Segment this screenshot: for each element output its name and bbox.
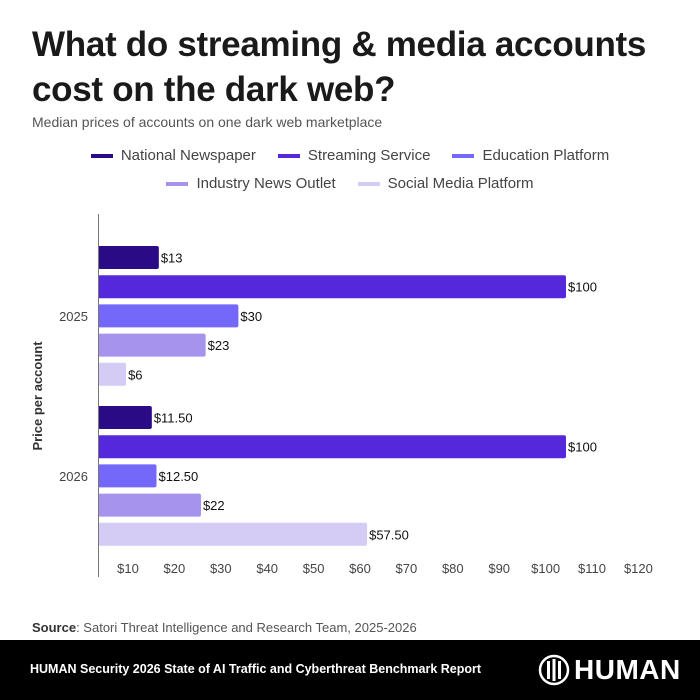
legend-label: Social Media Platform (387, 175, 534, 192)
legend-swatch (357, 181, 380, 186)
legend-label: Industry News Outlet (196, 175, 336, 192)
legend-item-national-newspaper: National Newspaper (90, 147, 256, 164)
legend-swatch (452, 153, 475, 158)
bar-chart: $13 $100 $30 $23 $6 $11.50 $100 $12.50 $22 $57.50… (30, 214, 653, 577)
x-tick-label: $20 (164, 561, 186, 576)
bar-2025-education-platform (98, 304, 239, 328)
legend-item-social-media-platform: Social Media Platform (357, 175, 534, 192)
legend-row-2: Industry News Outlet Social Media Platfo… (0, 175, 700, 192)
human-logo-text: HUMAN (574, 654, 681, 685)
footer-report-title: HUMAN Security 2026 State of AI Traffic … (30, 662, 482, 676)
x-tick-label: $50 (303, 561, 325, 576)
data-label: $100 (568, 280, 597, 295)
data-label: $23 (208, 338, 230, 353)
bar-2025-streaming-service (98, 275, 566, 299)
bar-2026-streaming-service (98, 435, 566, 459)
data-label: $6 (128, 367, 142, 382)
x-tick-label: $60 (349, 561, 371, 576)
legend-swatch (90, 153, 113, 158)
bar-2026-industry-news-outlet (98, 493, 201, 517)
x-tick-label: $10 (117, 561, 139, 576)
legend-row-1: National Newspaper Streaming Service Edu… (0, 147, 700, 164)
data-label: $57.50 (369, 527, 409, 542)
x-tick-label: $30 (210, 561, 232, 576)
x-tick-labels: $10 $20 $30 $40 $50 $60 $70 $80 $90 $100 $110 $120 (117, 561, 653, 576)
data-label: $12.50 (159, 469, 199, 484)
human-logo-icon (538, 654, 570, 686)
data-label: $11.50 (154, 411, 193, 426)
source-note: Source: Satori Threat Intelligence and R… (32, 620, 417, 635)
bars-group: $13 $100 $30 $23 $6 $11.50 $100 $12.50 $22 $57.50 (98, 246, 597, 546)
data-label: $13 (161, 251, 183, 266)
legend-swatch (277, 153, 300, 158)
source-label: Source (32, 620, 77, 635)
bar-2025-social-media-platform (98, 362, 127, 386)
y-axis-label: Price per account (30, 341, 45, 451)
legend-label: Education Platform (482, 147, 610, 164)
human-logo: HUMAN (538, 654, 681, 686)
category-labels: 2025 2026 (59, 309, 88, 484)
x-tick-label: $110 (578, 561, 606, 576)
bar-2025-national-newspaper (98, 246, 159, 269)
legend-item-streaming-service: Streaming Service (277, 147, 431, 164)
chart-subtitle: Median prices of accounts on one dark we… (32, 114, 383, 130)
x-tick-label: $100 (531, 561, 560, 576)
x-tick-label: $80 (442, 561, 464, 576)
x-tick-label: $90 (488, 561, 510, 576)
data-label: $100 (568, 440, 597, 455)
bar-2026-education-platform (98, 464, 157, 488)
footer-bar: HUMAN Security 2026 State of AI Traffic … (0, 640, 700, 700)
chart-title: What do streaming & media accounts cost … (32, 25, 647, 109)
category-label-2025: 2025 (59, 309, 88, 324)
data-label: $30 (240, 309, 262, 324)
data-label: $22 (203, 498, 225, 513)
category-label-2026: 2026 (59, 469, 88, 484)
legend-swatch (166, 181, 189, 186)
bar-2025-industry-news-outlet (98, 333, 206, 357)
legend-item-education-platform: Education Platform (452, 147, 609, 164)
legend-label: National Newspaper (120, 147, 256, 164)
x-tick-label: $120 (624, 561, 653, 576)
legend-item-industry-news-outlet: Industry News Outlet (166, 175, 336, 192)
legend-label: Streaming Service (307, 147, 431, 164)
bar-2026-social-media-platform (98, 522, 368, 546)
x-tick-label: $40 (256, 561, 278, 576)
bar-2026-national-newspaper (98, 406, 152, 429)
source-text: : Satori Threat Intelligence and Researc… (76, 620, 417, 635)
x-tick-label: $70 (396, 561, 418, 576)
